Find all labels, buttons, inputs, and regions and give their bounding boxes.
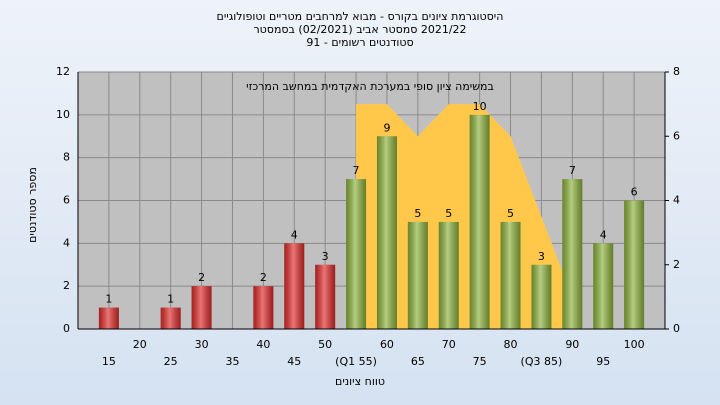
y-tick-label: 6	[63, 194, 70, 207]
x-tick-label: 95	[596, 355, 610, 368]
value-label: 3	[538, 250, 545, 263]
y-tick-label: 4	[63, 236, 70, 249]
value-label: 5	[507, 207, 514, 220]
bar-shade	[438, 221, 459, 329]
bar-shade	[407, 221, 428, 329]
title-line: היסטוגרמת ציונים בקורס - מבוא למרחבים מט…	[217, 10, 504, 23]
bar-shade	[346, 179, 367, 329]
x-tick-label: 90	[565, 338, 579, 351]
x-tick-label: 35	[225, 355, 239, 368]
x-tick-label: 60	[380, 338, 394, 351]
value-label: 1	[105, 293, 112, 306]
bar-shade	[191, 286, 212, 329]
title-line: 2021/22 סמסטר אביב (02/2021) בסמסטר	[253, 23, 466, 36]
y2-tick-label: 6	[673, 129, 680, 142]
value-label: 4	[291, 228, 298, 241]
x-tick-label: 45	[287, 355, 301, 368]
bar-shade	[160, 307, 181, 329]
y2-tick-label: 0	[673, 322, 680, 335]
value-label: 10	[473, 100, 487, 113]
value-label: 4	[600, 228, 607, 241]
x-tick-label: 75	[473, 355, 487, 368]
y2-tick-label: 2	[673, 258, 680, 271]
value-label: 6	[631, 186, 638, 199]
bar-shade	[562, 179, 583, 329]
value-label: 7	[569, 164, 576, 177]
value-label: 3	[322, 250, 329, 263]
value-label: 5	[414, 207, 421, 220]
bar-shade	[624, 200, 645, 329]
value-label: 2	[198, 271, 205, 284]
y-tick-label: 10	[56, 108, 70, 121]
bar-shade	[593, 243, 614, 329]
y2-tick-label: 8	[673, 65, 680, 78]
x-tick-label: 20	[133, 338, 147, 351]
x-tick-label: 25	[164, 355, 178, 368]
y2-tick-label: 4	[673, 194, 680, 207]
x-tick-label: 80	[504, 338, 518, 351]
x-tick-label: 30	[195, 338, 209, 351]
legend-label: במשימה ציון סופי במערכת האקדמית במחשב המ…	[246, 80, 494, 93]
bar-shade	[531, 264, 552, 329]
y-tick-label: 0	[63, 322, 70, 335]
value-label: 5	[445, 207, 452, 220]
value-label: 2	[260, 271, 267, 284]
bar-shade	[284, 243, 305, 329]
y-axis-label: מספר סטודנטים	[26, 167, 39, 243]
x-tick-label: 15	[102, 355, 116, 368]
bar-shade	[376, 136, 397, 329]
x-tick-label: 65	[411, 355, 425, 368]
bar-shade	[469, 114, 490, 329]
bar-shade	[253, 286, 274, 329]
x-tick-label: 100	[624, 338, 645, 351]
y-tick-label: 2	[63, 279, 70, 292]
value-label: 7	[353, 164, 360, 177]
y-tick-label: 12	[56, 65, 70, 78]
value-label: 9	[383, 121, 390, 134]
bar-shade	[98, 307, 119, 329]
x-tick-label: 50	[318, 338, 332, 351]
x-axis-label: טווח ציונים	[335, 375, 385, 388]
bar-shade	[500, 221, 521, 329]
x-tick-label: (Q3 85)	[521, 355, 563, 368]
y-tick-label: 8	[63, 151, 70, 164]
x-tick-label: 40	[256, 338, 270, 351]
bar-shade	[315, 264, 336, 329]
value-label: 1	[167, 293, 174, 306]
x-tick-label: 70	[442, 338, 456, 351]
title-line: סטודנטים רשומים - 91	[306, 36, 413, 49]
x-tick-label: (Q1 55)	[335, 355, 377, 368]
